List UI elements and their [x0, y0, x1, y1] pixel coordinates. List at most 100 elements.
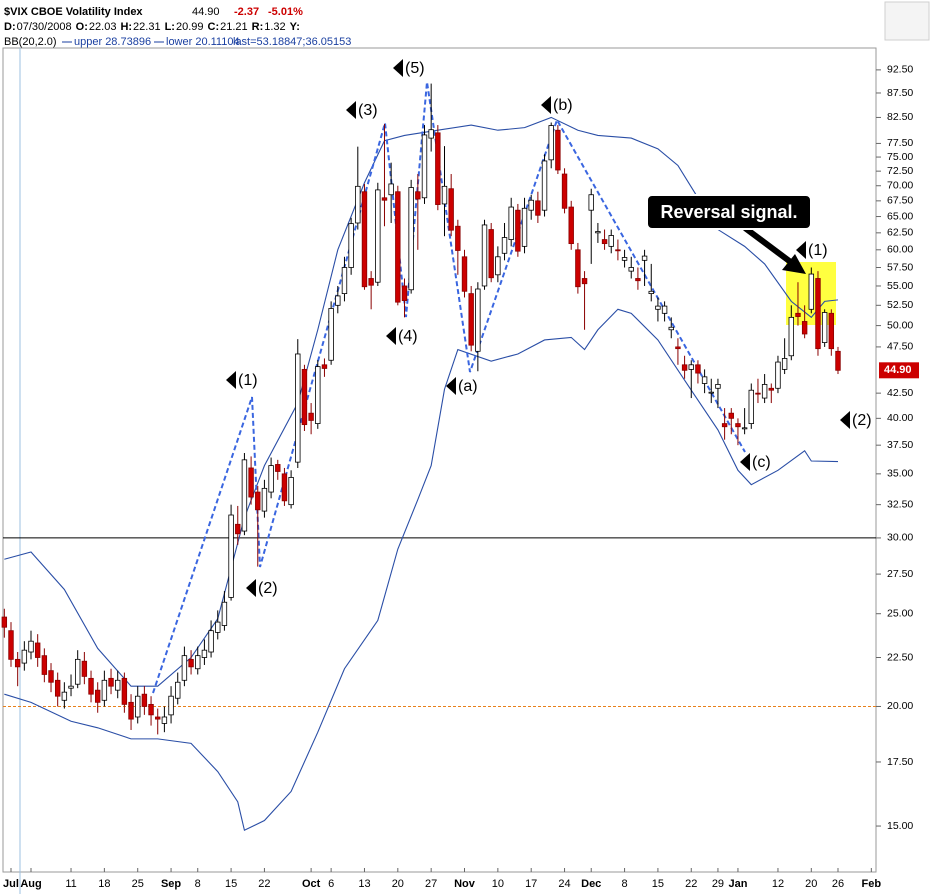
- candle-body: [21, 649, 28, 664]
- candle-body: [535, 200, 541, 216]
- candle-body: [168, 695, 174, 716]
- info-value: 22.31: [133, 21, 161, 33]
- x-tick-label: Jan: [728, 878, 747, 890]
- candle-body: [195, 655, 201, 670]
- x-tick-label: Dec: [581, 878, 601, 890]
- x-tick-label: Aug: [20, 878, 41, 890]
- wave-label: (b): [553, 97, 573, 114]
- candle-body: [555, 129, 561, 171]
- x-tick-label: 24: [558, 878, 570, 890]
- wave-marker: [246, 579, 256, 597]
- wave-label: (1): [808, 242, 828, 259]
- candle-body: [541, 160, 548, 211]
- y-tick-label: 62.50: [887, 227, 913, 239]
- info-value: 1.32: [264, 21, 285, 33]
- candle-body: [515, 209, 521, 252]
- wave-label: (c): [752, 454, 771, 471]
- candle-body: [721, 423, 728, 428]
- candle-body: [388, 183, 394, 196]
- info-key: O:: [76, 21, 88, 33]
- candle-body: [41, 655, 48, 675]
- x-tick-label: 8: [622, 878, 628, 890]
- candle-body: [521, 207, 528, 247]
- candle-body: [801, 321, 808, 335]
- candle-body: [215, 621, 221, 633]
- y-tick-label: 52.50: [887, 299, 913, 311]
- candle-body: [435, 132, 441, 205]
- x-tick-label: 6: [328, 878, 334, 890]
- candle-body: [741, 427, 748, 430]
- candle-body: [495, 256, 501, 276]
- candle-body: [415, 191, 421, 200]
- candle-body: [408, 187, 414, 291]
- bollinger-band: [4, 308, 838, 832]
- y-tick-label: 57.50: [887, 261, 913, 273]
- x-tick-label: 10: [492, 878, 504, 890]
- candle-body: [641, 255, 648, 261]
- candle-body: [735, 423, 741, 428]
- y-tick-label: 67.50: [887, 195, 913, 207]
- x-tick-label: 8: [195, 878, 201, 890]
- candle-body: [681, 364, 688, 371]
- wave-label: (3): [358, 102, 378, 119]
- candle-body: [601, 239, 608, 245]
- candle-body: [481, 224, 488, 287]
- candle-body: [788, 316, 795, 357]
- wave-label: (4): [398, 328, 418, 345]
- bb-last: last=53.18847;36.05153: [233, 36, 351, 48]
- candle-body: [175, 681, 181, 699]
- candle-body: [448, 188, 454, 231]
- x-tick-label: 17: [525, 878, 537, 890]
- candle-body: [815, 278, 821, 350]
- info-value: 22.03: [89, 21, 117, 33]
- candle-body: [375, 189, 381, 283]
- change: -2.37: [234, 6, 259, 18]
- candle-body: [101, 679, 108, 701]
- x-tick-label: Sep: [161, 878, 181, 890]
- candle-body: [14, 658, 21, 668]
- candle-body: [468, 293, 474, 346]
- candle-body: [621, 257, 628, 261]
- candle-body: [335, 295, 341, 306]
- info-key: H:: [120, 21, 132, 33]
- info-key: Y:: [290, 21, 300, 33]
- y-tick-label: 92.50: [887, 64, 913, 76]
- candle-body: [648, 290, 654, 295]
- y-tick-label: 72.50: [887, 165, 913, 177]
- y-tick-label: 82.50: [887, 111, 913, 123]
- candle-body: [268, 465, 274, 493]
- info-line: D: 07/30/2008 O: 22.03 H: 22.31 L: 20.99 C: 21.21…: [4, 21, 300, 33]
- candle-body: [74, 658, 81, 685]
- candle-body: [381, 197, 388, 201]
- candle-body: [248, 467, 254, 498]
- candle-body: [728, 412, 734, 419]
- callout-text: Reversal signal.: [660, 202, 797, 222]
- candle-body: [8, 630, 14, 660]
- candle-body: [668, 326, 674, 331]
- candle-body: [141, 693, 148, 707]
- x-tick-label: 26: [832, 878, 844, 890]
- candle-body: [755, 392, 761, 395]
- candle-body: [635, 278, 641, 282]
- bb-upper: upper 28.73896: [74, 36, 151, 48]
- candle-body: [835, 350, 841, 371]
- candle-body: [54, 679, 61, 697]
- change-pct: -5.01%: [268, 6, 303, 18]
- candle-body: [695, 364, 701, 374]
- bb-label: BB(20,2.0): [4, 36, 57, 48]
- y-tick-label: 32.50: [887, 498, 913, 510]
- candle-body: [548, 125, 554, 161]
- wave-line: [152, 81, 746, 694]
- y-tick-label: 75.00: [887, 151, 913, 163]
- candle-body: [828, 312, 835, 350]
- candle-body: [128, 701, 134, 720]
- candle-body: [315, 366, 321, 424]
- candle-body: [48, 670, 54, 683]
- y-tick-label: 35.00: [887, 468, 913, 480]
- wave-marker: [740, 453, 750, 471]
- wave-marker: [386, 327, 396, 345]
- wave-label: (5): [405, 60, 425, 77]
- info-value: 21.21: [220, 21, 248, 33]
- candle-body: [808, 273, 815, 310]
- x-tick-label: 18: [98, 878, 110, 890]
